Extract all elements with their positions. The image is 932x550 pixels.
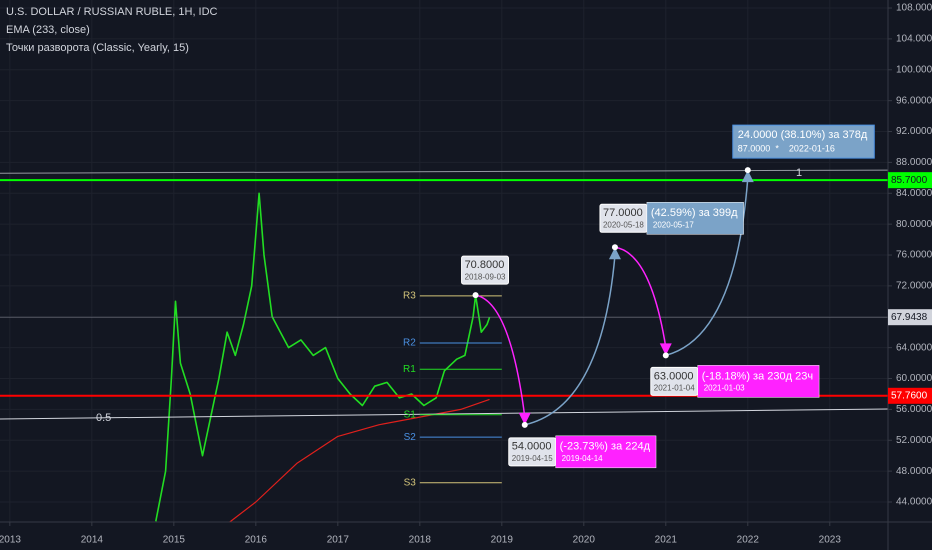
y-tick-label: 108.0000 <box>896 3 932 14</box>
arrow-head <box>741 170 754 183</box>
chart-title: U.S. DOLLAR / RUSSIAN RUBLE, 1H, IDC <box>6 6 218 18</box>
projection-point <box>472 292 479 299</box>
projection-leg <box>665 178 749 357</box>
change-box <box>697 365 820 398</box>
callout-date: 2022-01-16 <box>789 143 835 153</box>
callout-change: (-23.73%) за 224д <box>560 441 651 453</box>
pivot-label: S2 <box>404 432 417 443</box>
projection-point <box>744 167 751 174</box>
trend-line <box>0 408 889 420</box>
grid <box>0 0 888 522</box>
callout-value: 63.0000 <box>654 370 694 382</box>
callout-change: 24.0000 (38.10%) за 378д <box>738 129 868 141</box>
y-tick-label: 72.0000 <box>896 281 932 292</box>
x-tick-label: 2022 <box>737 535 760 546</box>
projection-point <box>662 352 669 359</box>
change-box <box>555 435 657 469</box>
x-tick-label: 2020 <box>573 535 596 546</box>
pivot-label: S3 <box>404 477 417 488</box>
y-tick-label: 56.0000 <box>896 404 932 415</box>
series-line <box>155 192 491 522</box>
projection-leg <box>475 294 526 417</box>
value-box <box>461 255 509 285</box>
y-tick-label: 100.0000 <box>896 64 932 75</box>
x-tick-label: 2013 <box>0 535 21 546</box>
pivot-label: R3 <box>403 291 416 302</box>
projection-leg <box>524 255 616 426</box>
callout-value: 70.8000 <box>465 259 505 271</box>
y-tick-label: 44.0000 <box>896 497 932 508</box>
arrow-head <box>518 412 531 425</box>
callout-value: 87.0000 <box>738 143 771 153</box>
callout-date: 2021-01-04 <box>654 383 695 392</box>
callout-date: 2020-05-18 <box>603 220 644 229</box>
last-price-label-bg <box>888 309 932 326</box>
callout-box <box>732 124 875 159</box>
callout-end-date: 2021-01-03 <box>704 383 745 392</box>
x-tick-label: 2014 <box>81 535 104 546</box>
x-tick-label: 2021 <box>655 535 678 546</box>
trend-label: 0.5 <box>96 412 111 424</box>
series-line <box>229 398 490 523</box>
y-tick-label: 64.0000 <box>896 342 932 353</box>
y-tick-label: 84.0000 <box>896 188 932 199</box>
hline-label-bg <box>888 172 932 189</box>
x-tick-label: 2019 <box>491 535 514 546</box>
arrow-head <box>659 343 672 356</box>
y-tick-label: 92.0000 <box>896 126 932 137</box>
last-price-label: 67.9438 <box>891 312 928 323</box>
arrow-head <box>608 247 621 260</box>
pivot-label: R2 <box>403 338 416 349</box>
change-box <box>646 202 744 235</box>
x-tick-label: 2016 <box>245 535 268 546</box>
callout-change: (-18.18%) за 230д 23ч <box>702 370 813 382</box>
callout-value: 54.0000 <box>512 441 552 453</box>
trend-label: 1 <box>796 167 802 179</box>
hline-label-bg <box>888 387 932 404</box>
x-tick-label: 2015 <box>163 535 186 546</box>
callout-change: (42.59%) за 399д <box>651 207 738 219</box>
callout-date: 2019-04-15 <box>512 454 553 463</box>
callout-end-date: 2020-05-17 <box>653 220 694 229</box>
hline-label: 85.7000 <box>891 175 928 186</box>
hline-label: 57.7600 <box>891 390 928 401</box>
y-tick-label: 104.0000 <box>896 34 932 45</box>
x-tick-label: 2018 <box>409 535 432 546</box>
callout-value: 77.0000 <box>603 207 643 219</box>
callout-date: 2018-09-03 <box>465 272 506 281</box>
y-tick-label: 80.0000 <box>896 219 932 230</box>
y-tick-label: 60.0000 <box>896 373 932 384</box>
y-tick-label: 96.0000 <box>896 95 932 106</box>
callout-end-date: 2019-04-14 <box>562 454 603 463</box>
callout-star: * <box>775 143 779 153</box>
x-tick-label: 2017 <box>327 535 350 546</box>
pivot-label: R1 <box>403 364 416 375</box>
indicator-label: Точки разворота (Classic, Yearly, 15) <box>6 42 189 54</box>
projection-leg <box>614 246 667 348</box>
y-tick-label: 88.0000 <box>896 157 932 168</box>
projection-point <box>611 244 618 251</box>
y-tick-label: 48.0000 <box>896 466 932 477</box>
indicator-label: EMA (233, close) <box>6 24 90 36</box>
projection-point <box>521 421 528 428</box>
trend-line <box>0 169 889 174</box>
x-tick-label: 2023 <box>819 535 842 546</box>
pivot-label: S1 <box>404 409 417 420</box>
y-tick-label: 52.0000 <box>896 435 932 446</box>
y-tick-label: 76.0000 <box>896 250 932 261</box>
